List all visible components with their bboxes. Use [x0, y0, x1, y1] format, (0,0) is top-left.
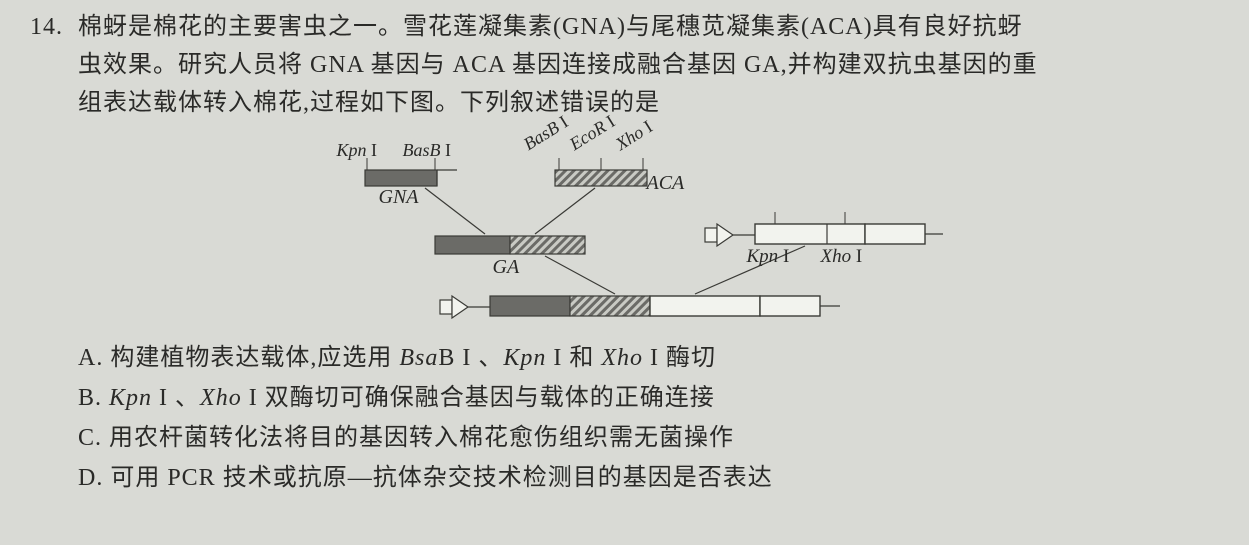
gene-diagram: Kpn I BasB I BasB I EcoR I Xho I GNA ACA… — [275, 128, 975, 328]
gna-fragment — [365, 158, 457, 186]
diagram-svg — [275, 128, 975, 328]
question-number: 14. — [30, 8, 78, 46]
label-kpn1-bottom: Kpn I — [747, 246, 790, 268]
q-text-2: 虫效果。研究人员将 GNA 基因与 ACA 基因连接成融合基因 GA,并构建双抗… — [78, 52, 1038, 78]
question-line-1: 14.棉蚜是棉花的主要害虫之一。雪花莲凝集素(GNA)与尾穗苋凝集素(ACA)具… — [30, 8, 1219, 46]
question-page: 14.棉蚜是棉花的主要害虫之一。雪花莲凝集素(GNA)与尾穗苋凝集素(ACA)具… — [0, 0, 1249, 498]
choice-b-pre: B. — [78, 385, 109, 411]
connector-aca-ga — [535, 188, 595, 234]
question-line-2: 虫效果。研究人员将 GNA 基因与 ACA 基因连接成融合基因 GA,并构建双抗… — [30, 46, 1219, 84]
connector-gna-ga — [425, 188, 485, 234]
label-xho1-bottom: Xho I — [821, 246, 863, 268]
choice-a-e1: Bsa — [399, 345, 438, 371]
label-kpn1-left: Kpn I — [337, 140, 378, 161]
choice-b: B. Kpn I 、Xho I 双酶切可确保融合基因与载体的正确连接 — [78, 378, 1219, 418]
label-gna: GNA — [379, 186, 419, 209]
label-basb1-left: BasB I — [403, 140, 452, 161]
q-text-3: 组表达载体转入棉花,过程如下图。下列叙述错误的是 — [78, 90, 660, 116]
choice-a: A. 构建植物表达载体,应选用 BsaB I 、Kpn I 和 Xho I 酶切 — [78, 338, 1219, 378]
q-text-1: 棉蚜是棉花的主要害虫之一。雪花莲凝集素(GNA)与尾穗苋凝集素(ACA)具有良好… — [78, 14, 1023, 40]
answer-choices: A. 构建植物表达载体,应选用 BsaB I 、Kpn I 和 Xho I 酶切… — [30, 338, 1219, 498]
label-ga: GA — [493, 256, 520, 279]
label-aca: ACA — [647, 172, 685, 195]
question-line-3: 组表达载体转入棉花,过程如下图。下列叙述错误的是 — [30, 84, 1219, 122]
choice-a-e1b: B — [438, 345, 455, 371]
choice-a-e3: Xho — [601, 345, 643, 371]
ga-fragment — [435, 236, 585, 254]
choice-b-e2: Xho — [200, 385, 242, 411]
choice-a-pre: A. 构建植物表达载体,应选用 — [78, 345, 399, 371]
choice-b-e1: Kpn — [109, 385, 152, 411]
aca-fragment — [555, 158, 647, 186]
choice-a-e2: Kpn — [503, 345, 546, 371]
connector-ga-final — [545, 256, 615, 294]
choice-c: C. 用农杆菌转化法将目的基因转入棉花愈伤组织需无菌操作 — [78, 418, 1219, 458]
vector-final — [440, 296, 840, 318]
choice-d: D. 可用 PCR 技术或抗原—抗体杂交技术检测目的基因是否表达 — [78, 458, 1219, 498]
vector-top — [705, 212, 943, 246]
